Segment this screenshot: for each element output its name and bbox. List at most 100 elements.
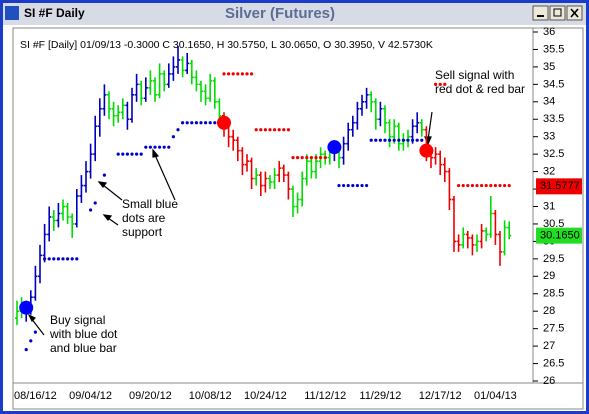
price-bar xyxy=(171,56,176,81)
price-bar xyxy=(130,87,134,123)
sell-signal xyxy=(217,115,231,130)
price-bar xyxy=(93,115,98,162)
resistance-dot xyxy=(268,128,272,132)
resistance-dot xyxy=(259,128,263,132)
support-dot xyxy=(24,347,28,352)
price-bar xyxy=(295,192,300,214)
x-axis-panel xyxy=(12,382,584,410)
price-bar xyxy=(47,206,52,242)
x-tick-label: 11/29/12 xyxy=(359,390,401,402)
support-dot xyxy=(346,183,350,188)
support-dot xyxy=(33,330,38,334)
support-dot xyxy=(397,138,401,142)
resistance-dot xyxy=(503,183,507,188)
window-title: SI #F Daily xyxy=(24,6,85,20)
support-dot xyxy=(121,152,125,156)
price-bar xyxy=(369,91,374,113)
resistance-dot xyxy=(291,156,295,160)
price-bar xyxy=(263,171,268,193)
annotation: red dot & red bar xyxy=(435,82,525,96)
price-bar xyxy=(461,227,466,249)
price-bar xyxy=(309,157,314,179)
support-dot xyxy=(66,257,70,261)
price-bar xyxy=(148,70,153,95)
price-bar xyxy=(88,143,93,179)
support-dot xyxy=(388,138,392,142)
price-bar xyxy=(355,101,360,130)
support-dot xyxy=(365,183,369,188)
y-tick-label: 28.5 xyxy=(543,288,564,300)
price-bar xyxy=(484,227,489,242)
price-bar xyxy=(240,147,245,176)
price-bar xyxy=(254,168,259,186)
x-tick-label: 09/20/12 xyxy=(129,390,172,402)
price-bar xyxy=(107,91,111,120)
y-tick-label: 33.5 xyxy=(543,113,564,125)
support-dot xyxy=(56,257,61,261)
window-buttons xyxy=(532,5,583,21)
support-dot xyxy=(93,201,97,205)
resistance-dot xyxy=(231,72,235,76)
resistance-dot xyxy=(240,72,244,76)
price-bar xyxy=(419,119,424,137)
support-dot xyxy=(406,138,410,142)
last-value-label: 31.5777 xyxy=(540,180,580,192)
price-bar xyxy=(272,168,277,190)
resistance-dot xyxy=(314,156,318,160)
price-bar xyxy=(162,70,167,92)
support-dot xyxy=(411,138,415,142)
resistance-dot xyxy=(457,183,461,188)
resistance-dot xyxy=(236,72,240,76)
resistance-dot xyxy=(323,156,327,160)
arrow xyxy=(102,184,123,201)
resistance-dot xyxy=(254,128,258,132)
support-dot xyxy=(208,121,212,125)
price-bar xyxy=(387,119,392,148)
resistance-dot xyxy=(475,183,479,188)
minimize-button[interactable] xyxy=(532,5,549,21)
support-dot xyxy=(194,121,198,125)
last-value-box xyxy=(536,227,582,244)
maximize-icon xyxy=(553,8,562,17)
support-dot xyxy=(360,183,364,188)
price-bar xyxy=(465,230,470,249)
support-dot xyxy=(337,183,341,188)
price-bar xyxy=(166,63,171,88)
price-bar xyxy=(38,244,42,284)
price-bar xyxy=(56,203,61,228)
price-bar xyxy=(396,122,401,151)
price-bar xyxy=(245,154,249,172)
price-bar xyxy=(116,105,121,123)
resistance-dot xyxy=(438,82,442,86)
price-bar xyxy=(157,63,162,99)
resistance-dot xyxy=(263,128,267,132)
info-line: SI #F [Daily] 01/09/13 -0.3000 C 30.1650… xyxy=(20,39,433,51)
arrow xyxy=(107,217,119,226)
price-bar xyxy=(493,209,498,245)
support-dot xyxy=(52,257,56,261)
resistance-dot xyxy=(470,183,474,188)
price-bar xyxy=(479,223,484,249)
price-bar xyxy=(189,59,194,85)
price-bar xyxy=(208,73,213,102)
price-bar xyxy=(212,77,217,109)
arrow-head xyxy=(97,181,108,188)
price-bar xyxy=(74,189,79,228)
resistance-dot xyxy=(480,183,484,188)
resistance-dot xyxy=(319,156,323,160)
support-dot xyxy=(102,173,106,177)
y-tick-label: 29 xyxy=(543,270,555,282)
price-bar xyxy=(300,171,305,207)
annotation: support xyxy=(122,225,163,239)
price-bar xyxy=(143,77,148,102)
close-icon xyxy=(570,8,579,18)
support-dot xyxy=(43,257,47,261)
resistance-dot xyxy=(434,82,438,86)
price-bar xyxy=(452,196,456,252)
support-dot xyxy=(130,152,134,156)
support-dot xyxy=(139,152,143,156)
support-dot xyxy=(213,121,217,125)
annotation: Sell signal with xyxy=(435,68,514,82)
maximize-button[interactable] xyxy=(549,5,566,21)
